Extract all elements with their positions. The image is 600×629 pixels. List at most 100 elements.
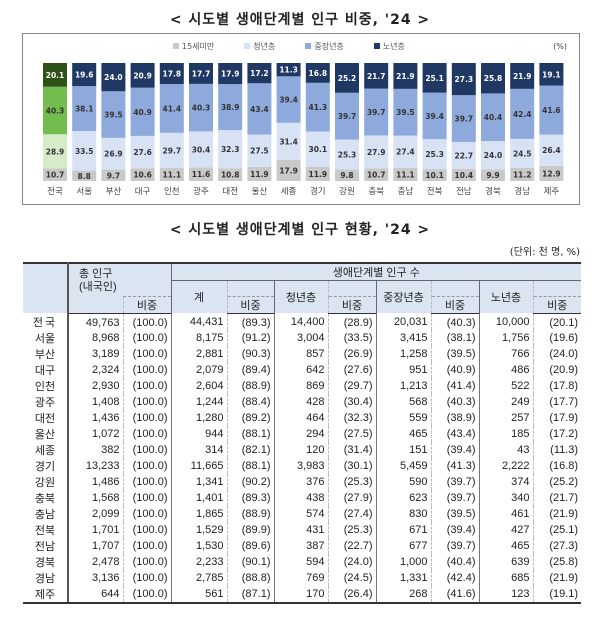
value-cell: 568	[375, 394, 431, 411]
value-cell: 869	[273, 378, 328, 395]
bar-segment	[276, 76, 301, 123]
data-label: 25.2	[338, 74, 357, 83]
table-row: 대구 2,324 (100.0) 2,079 (89.4) 642 (27.6) 951 (40…	[23, 362, 582, 379]
table-row: 전남 1,707 (100.0) 1,530 (89.6) 387 (22.7) 677 (39…	[23, 538, 582, 555]
header-senior: 노년층	[478, 280, 533, 314]
value-cell: 3,004	[273, 330, 328, 347]
share-cell: (100.0)	[122, 474, 171, 491]
header-share: 비중	[226, 295, 274, 314]
table-row: 전국 49,763 (100.0) 44,431 (89.3) 14,400 (28.9) 2…	[23, 313, 582, 331]
region-cell: 전국	[23, 313, 69, 331]
data-label: 11.3	[279, 66, 298, 75]
value-cell: 2,324	[91, 364, 120, 377]
data-label: 26.4	[542, 146, 561, 155]
table-row: 대전 1,436 (100.0) 1,280 (89.2) 464 (32.3) 559 (38…	[23, 410, 582, 427]
data-label: 32.3	[221, 145, 240, 154]
data-label: 28.9	[46, 147, 65, 156]
data-label: 26.9	[104, 150, 123, 159]
value-cell: 465	[478, 538, 533, 555]
bar-segment	[101, 91, 126, 138]
bar-segment	[189, 131, 213, 168]
share-cell: (100.0)	[122, 394, 171, 411]
data-label: 40.9	[133, 108, 152, 117]
data-label: 9.7	[107, 171, 120, 180]
share-cell: (100.0)	[122, 586, 171, 605]
value-cell: 340	[478, 490, 533, 507]
value-cell: 574	[273, 506, 328, 523]
category-label: 대구	[135, 187, 151, 197]
header-share: 비중	[122, 295, 171, 314]
value-cell: 185	[478, 426, 533, 443]
header-share: 비중	[430, 295, 479, 314]
value-cell: 944	[170, 426, 227, 443]
data-label: 42.4	[513, 110, 532, 119]
value-cell: 44,431	[170, 313, 227, 331]
value-cell: 43	[478, 442, 533, 459]
bar-segment	[481, 141, 505, 170]
share-cell: (21.9)	[532, 506, 582, 523]
bar-segment	[539, 63, 564, 86]
category-label: 부산	[106, 186, 122, 197]
bar-segment	[189, 167, 213, 181]
data-label: 33.5	[75, 147, 94, 156]
legend-label: 청년층	[253, 42, 276, 51]
header-region	[23, 261, 69, 314]
value-cell: 314	[170, 442, 227, 459]
data-label: 24.0	[104, 73, 123, 82]
share-cell: (39.4)	[430, 522, 479, 539]
category-label: 경남	[514, 186, 530, 197]
bar-segment	[159, 84, 184, 133]
share-cell: (25.3)	[327, 474, 376, 491]
bar-segment	[159, 132, 184, 168]
value-cell: 1,213	[375, 378, 431, 395]
value-cell: 559	[375, 410, 431, 427]
table-row: 울산 1,072 (100.0) 944 (88.1) 294 (27.5) 465 (43.4…	[23, 426, 582, 443]
share-cell: (100.0)	[122, 458, 171, 475]
bar-segment	[393, 63, 418, 89]
value-cell: 3,189	[91, 348, 120, 361]
share-cell: (100.0)	[122, 426, 171, 443]
data-label: 25.1	[425, 74, 444, 83]
share-cell: (25.2)	[532, 474, 582, 491]
share-cell: (100.0)	[122, 442, 171, 459]
table-row: 충남 2,099 (100.0) 1,865 (88.9) 574 (27.4) 830 (39…	[23, 506, 582, 523]
bar-segment	[159, 63, 184, 85]
bar-segment	[364, 88, 389, 136]
bar-segment	[276, 122, 301, 160]
share-cell: (41.4)	[430, 378, 479, 395]
region-cell: 세종	[23, 442, 69, 459]
data-label: 10.4	[455, 171, 474, 180]
bar-segment	[481, 169, 505, 181]
share-cell: (38.1)	[430, 330, 479, 347]
share-cell: (88.9)	[226, 506, 274, 523]
bar-segment	[130, 63, 155, 88]
category-label: 경기	[310, 186, 326, 197]
share-cell: (100.0)	[122, 554, 171, 571]
bar-segment	[218, 63, 243, 85]
bar-segment	[422, 169, 447, 181]
region-cell: 전북	[23, 522, 69, 539]
value-cell: 428	[273, 394, 328, 411]
share-cell: (30.4)	[327, 394, 376, 411]
value-cell: 11,665	[170, 458, 227, 475]
data-label: 10.7	[46, 171, 65, 180]
region-cell: 울산	[23, 426, 69, 443]
legend-swatch	[305, 43, 312, 49]
share-cell: (39.7)	[430, 490, 479, 507]
data-label: 41.6	[542, 106, 561, 115]
bar-segment	[510, 88, 535, 139]
share-cell: (39.4)	[430, 442, 479, 459]
share-cell: (100.0)	[122, 410, 171, 427]
value-cell: 1,258	[375, 346, 431, 363]
bar-segment	[276, 159, 301, 181]
value-cell: 1,865	[170, 506, 227, 523]
category-label: 충북	[368, 187, 384, 197]
value-cell: 2,233	[170, 554, 227, 571]
share-cell: (21.7)	[532, 490, 582, 507]
share-cell: (17.9)	[532, 410, 582, 427]
bar-segment	[422, 139, 447, 170]
bar-segment	[72, 170, 97, 181]
header-share: 비중	[327, 295, 376, 314]
bar-segment	[451, 95, 476, 142]
table-row: 인천 2,930 (100.0) 2,604 (88.9) 869 (29.7) 1,213(…	[23, 378, 582, 395]
